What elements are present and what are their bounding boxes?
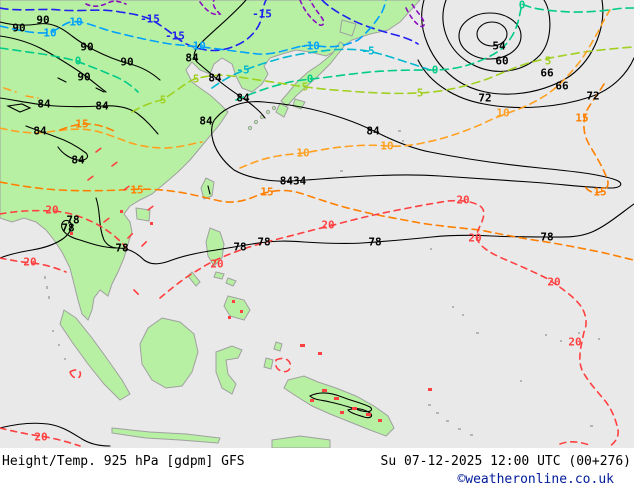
temp-isotherms — [0, 0, 634, 447]
land-sumatra — [59, 309, 131, 401]
copyright: ©weatheronline.co.uk — [457, 472, 614, 487]
land-visayas — [213, 271, 225, 280]
land-mindanao — [223, 295, 251, 321]
isotherm-20 — [0, 145, 619, 447]
land-ryukyu — [265, 109, 271, 115]
height-contours — [0, 0, 634, 447]
land-java — [111, 427, 221, 444]
red-spots — [70, 210, 432, 422]
land-moluccas — [273, 341, 283, 352]
land-hainan — [135, 207, 151, 222]
isotherm-0 — [0, 2, 634, 101]
island-specks — [44, 130, 600, 436]
landmasses — [0, 0, 421, 448]
isotherm-minus10 — [0, 0, 387, 55]
isotherm-minus5 — [211, 48, 431, 89]
land-kyushu — [275, 102, 289, 118]
land-new-guinea — [283, 375, 395, 437]
map-canvas — [0, 0, 634, 448]
land-ryukyu — [271, 105, 277, 111]
weather-map: 90 90 90 90 90 84 84 84 84 84 84 84 84 84 8434 78 78 78 78… — [0, 0, 634, 448]
land-ryukyu — [253, 119, 259, 125]
land-moluccas — [263, 357, 274, 370]
land-visayas — [225, 277, 237, 287]
land-borneo — [139, 317, 199, 389]
land-luzon — [205, 227, 225, 267]
land-ryukyu — [247, 125, 253, 131]
isotherm-15 — [0, 83, 634, 261]
isotherm-5 — [131, 46, 634, 113]
isotherm-10 — [0, 9, 611, 169]
land-asia-mainland — [0, 0, 421, 321]
isotherm-minus20 — [85, 0, 425, 28]
land-hokkaido — [339, 19, 357, 37]
valid-time: Su 07-12-2025 12:00 UTC (00+276) — [380, 454, 631, 469]
land-sulawesi — [215, 345, 243, 395]
caption-bar: Height/Temp. 925 hPa [gdpm] GFS Su 07-12… — [0, 448, 634, 490]
land-australia-tip — [271, 435, 331, 448]
land-honshu — [280, 41, 346, 107]
product-title: Height/Temp. 925 hPa [gdpm] GFS — [2, 454, 245, 469]
land-ryukyu — [259, 114, 265, 120]
